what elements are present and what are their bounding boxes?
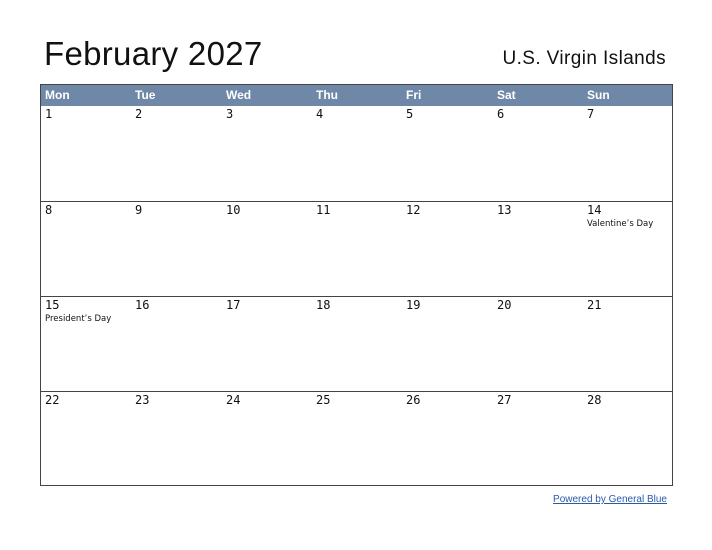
day-number: 24 xyxy=(226,393,241,407)
holiday-label: President’s Day xyxy=(45,314,112,324)
day-cell: 15 President’s Day xyxy=(41,297,131,391)
day-cell: 8 xyxy=(41,202,131,296)
weekday-tue: Tue xyxy=(135,88,156,102)
day-cell: 6 xyxy=(493,106,583,201)
day-cell: 26 xyxy=(402,392,493,486)
page-title: February 2027 xyxy=(44,35,263,72)
day-number: 2 xyxy=(135,107,143,121)
day-cell: 4 xyxy=(312,106,402,201)
holiday-label: Valentine’s Day xyxy=(587,219,654,229)
week-row-3: 15 President’s Day 16 17 18 19 20 21 xyxy=(41,296,672,391)
day-cell: 7 xyxy=(583,106,672,201)
day-cell: 5 xyxy=(402,106,493,201)
day-number: 7 xyxy=(587,107,595,121)
day-number: 5 xyxy=(406,107,414,121)
day-cell: 17 xyxy=(222,297,312,391)
day-cell: 16 xyxy=(131,297,222,391)
day-cell: 3 xyxy=(222,106,312,201)
weekday-header-row: Mon Tue Wed Thu Fri Sat Sun xyxy=(41,85,672,106)
week-row-2: 8 9 10 11 12 13 14 Valentine’s Day xyxy=(41,201,672,296)
day-cell: 27 xyxy=(493,392,583,486)
day-cell: 14 Valentine’s Day xyxy=(583,202,672,296)
day-cell: 11 xyxy=(312,202,402,296)
day-number: 8 xyxy=(45,203,53,217)
day-cell: 28 xyxy=(583,392,672,486)
day-number: 18 xyxy=(316,298,331,312)
weekday-wed: Wed xyxy=(226,88,252,102)
day-number: 13 xyxy=(497,203,512,217)
weekday-sat: Sat xyxy=(497,88,516,102)
day-cell: 2 xyxy=(131,106,222,201)
day-number: 28 xyxy=(587,393,602,407)
day-number: 1 xyxy=(45,107,53,121)
day-cell: 13 xyxy=(493,202,583,296)
weekday-sun: Sun xyxy=(587,88,610,102)
day-cell: 23 xyxy=(131,392,222,486)
day-cell: 19 xyxy=(402,297,493,391)
day-number: 4 xyxy=(316,107,324,121)
day-number: 21 xyxy=(587,298,602,312)
day-number: 17 xyxy=(226,298,241,312)
weekday-fri: Fri xyxy=(406,88,422,102)
day-number: 12 xyxy=(406,203,421,217)
day-number: 20 xyxy=(497,298,512,312)
day-number: 10 xyxy=(226,203,241,217)
day-number: 11 xyxy=(316,203,331,217)
day-cell: 20 xyxy=(493,297,583,391)
day-cell: 21 xyxy=(583,297,672,391)
weekday-mon: Mon xyxy=(45,88,70,102)
day-cell: 22 xyxy=(41,392,131,486)
day-number: 26 xyxy=(406,393,421,407)
day-number: 16 xyxy=(135,298,150,312)
region-label: U.S. Virgin Islands xyxy=(502,48,666,69)
day-cell: 24 xyxy=(222,392,312,486)
day-cell: 18 xyxy=(312,297,402,391)
day-number: 9 xyxy=(135,203,143,217)
day-number: 27 xyxy=(497,393,512,407)
day-number: 22 xyxy=(45,393,60,407)
day-cell: 9 xyxy=(131,202,222,296)
week-row-1: 1 2 3 4 5 6 7 xyxy=(41,106,672,201)
day-cell: 25 xyxy=(312,392,402,486)
day-cell: 1 xyxy=(41,106,131,201)
day-number: 3 xyxy=(226,107,234,121)
day-number: 23 xyxy=(135,393,150,407)
day-number: 19 xyxy=(406,298,421,312)
day-number: 25 xyxy=(316,393,331,407)
day-cell: 10 xyxy=(222,202,312,296)
day-cell: 12 xyxy=(402,202,493,296)
powered-by-link[interactable]: Powered by General Blue xyxy=(553,494,667,505)
week-row-4: 22 23 24 25 26 27 28 xyxy=(41,391,672,486)
day-number: 15 xyxy=(45,298,60,312)
day-number: 6 xyxy=(497,107,505,121)
calendar-grid: Mon Tue Wed Thu Fri Sat Sun 1 2 3 4 5 6 … xyxy=(40,84,673,486)
day-number: 14 xyxy=(587,203,602,217)
weekday-thu: Thu xyxy=(316,88,338,102)
